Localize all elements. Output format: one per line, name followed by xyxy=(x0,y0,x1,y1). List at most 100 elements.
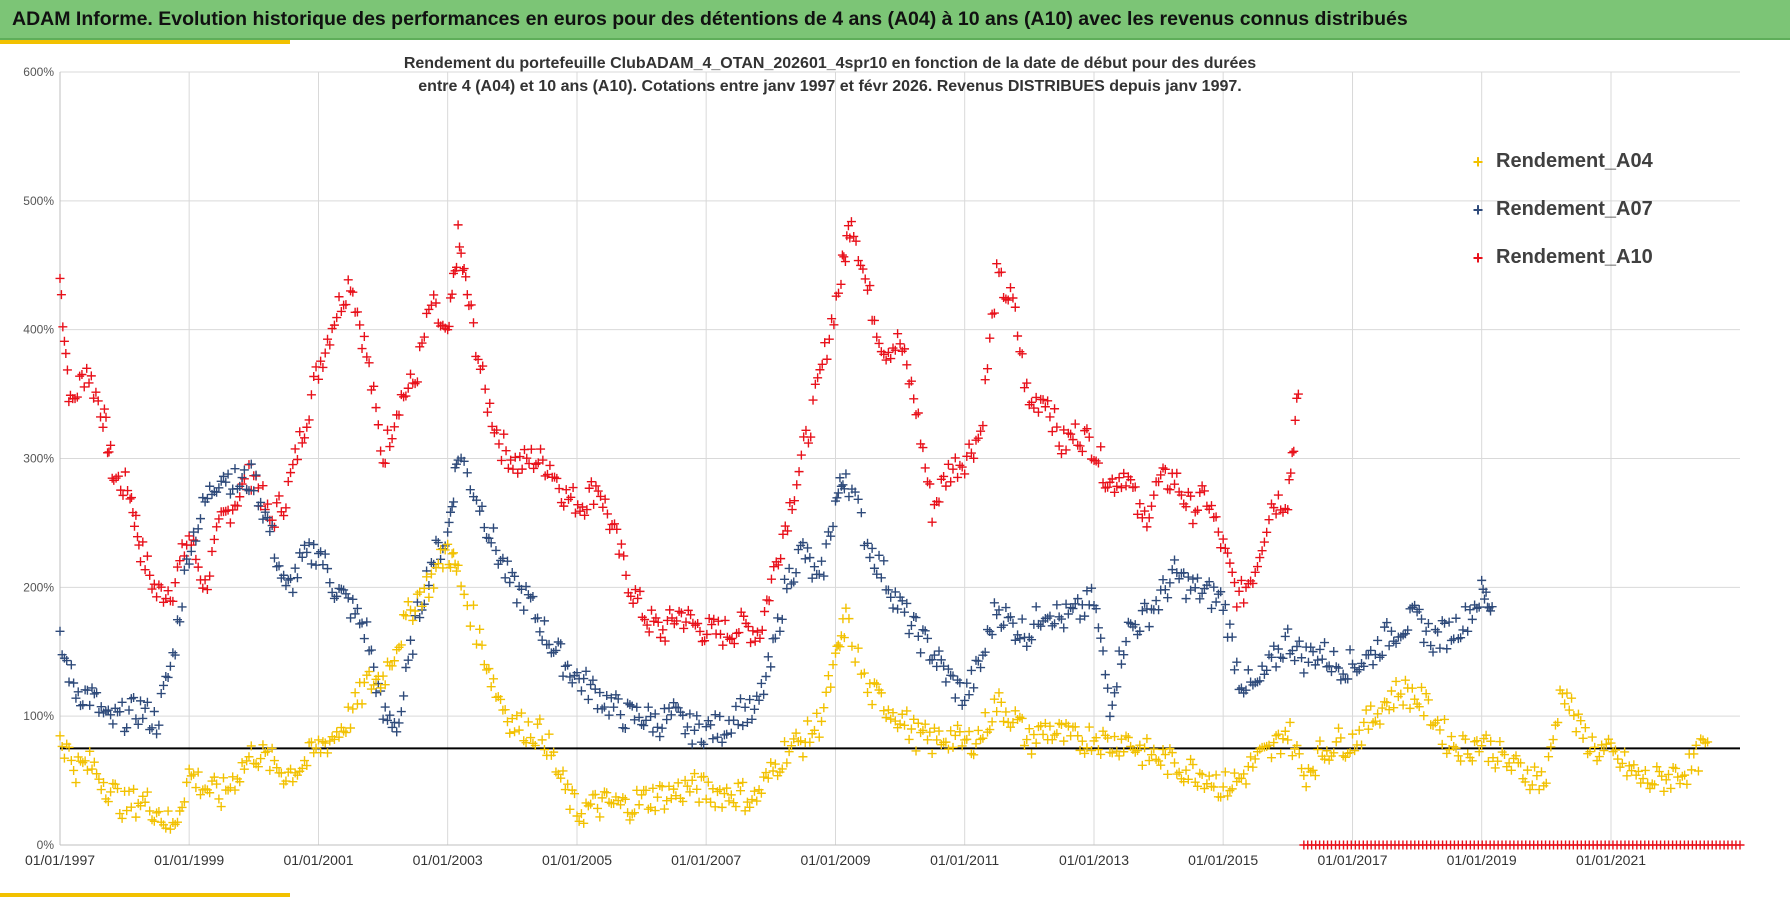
data-point-a04 xyxy=(323,748,333,758)
data-point-a10 xyxy=(762,595,772,605)
data-point-a10 xyxy=(458,265,468,275)
data-point-a10 xyxy=(492,425,502,435)
data-point-a07 xyxy=(424,580,434,590)
data-point-a07 xyxy=(1112,682,1122,692)
data-point-a04 xyxy=(1340,752,1350,762)
data-point-a07 xyxy=(1110,688,1120,698)
data-point-a04 xyxy=(302,761,312,771)
data-point-a07 xyxy=(1315,644,1325,654)
data-point-a10 xyxy=(304,415,314,425)
data-point-a10 xyxy=(693,618,703,628)
data-point-a10 xyxy=(359,331,369,341)
data-point-a10 xyxy=(1052,422,1062,432)
data-point-a07 xyxy=(886,592,896,602)
data-point-a04 xyxy=(1114,751,1124,761)
data-point-a10 xyxy=(163,586,173,596)
data-point-a10 xyxy=(665,605,675,615)
data-point-a04 xyxy=(828,660,838,670)
data-point-a10 xyxy=(120,467,130,477)
data-point-a07 xyxy=(1294,636,1304,646)
data-point-a10 xyxy=(253,483,263,493)
data-point-a04 xyxy=(803,716,813,726)
data-point-a07 xyxy=(512,598,522,608)
data-point-a04 xyxy=(1017,713,1027,723)
data-point-a10 xyxy=(1142,522,1152,532)
data-point-a07 xyxy=(586,680,596,690)
data-point-a07 xyxy=(1474,602,1484,612)
data-point-a04 xyxy=(92,769,102,779)
data-point-a04 xyxy=(1620,747,1630,757)
data-point-a04 xyxy=(678,796,688,806)
data-point-a04 xyxy=(399,610,409,620)
data-point-a07 xyxy=(821,539,831,549)
data-point-a04 xyxy=(1506,765,1516,775)
data-point-a10 xyxy=(334,292,344,302)
data-point-a10 xyxy=(962,451,972,461)
data-point-a04 xyxy=(835,642,845,652)
data-point-a04 xyxy=(784,747,794,757)
data-point-a07 xyxy=(152,729,162,739)
data-point-a07 xyxy=(443,527,453,537)
data-point-a07 xyxy=(708,734,718,744)
data-point-a07 xyxy=(1283,624,1293,634)
data-point-a07 xyxy=(770,633,780,643)
data-point-a04 xyxy=(745,802,755,812)
data-point-a10 xyxy=(637,612,647,622)
data-point-a10 xyxy=(976,426,986,436)
data-point-a10 xyxy=(422,308,432,318)
data-point-a04 xyxy=(179,797,189,807)
data-point-a10 xyxy=(473,354,483,364)
data-point-a07 xyxy=(412,597,422,607)
data-point-a04 xyxy=(985,725,995,735)
data-point-a07 xyxy=(1195,594,1205,604)
data-point-a04 xyxy=(1266,753,1276,763)
data-point-a07 xyxy=(444,517,454,527)
chart-title-line-1: Rendement du portefeuille ClubADAM_4_OTA… xyxy=(403,55,1257,72)
data-point-a04 xyxy=(1348,729,1358,739)
data-point-a07 xyxy=(1248,680,1258,690)
data-point-a10 xyxy=(895,339,905,349)
data-point-a10 xyxy=(452,262,462,272)
data-point-a07 xyxy=(1144,622,1154,632)
data-point-a10 xyxy=(62,365,72,375)
data-point-a10 xyxy=(686,610,696,620)
data-point-a07 xyxy=(447,502,457,512)
data-point-a04 xyxy=(539,745,549,755)
data-point-a07 xyxy=(798,538,808,548)
data-point-a04 xyxy=(387,661,397,671)
data-point-a07 xyxy=(1481,587,1491,597)
data-point-a07 xyxy=(530,614,540,624)
data-point-a04 xyxy=(966,749,976,759)
data-point-a04 xyxy=(729,798,739,808)
data-point-a10 xyxy=(98,422,108,432)
data-point-a07 xyxy=(1123,617,1133,627)
data-point-a04 xyxy=(544,729,554,739)
data-point-a04 xyxy=(1599,746,1609,756)
data-point-a07 xyxy=(1206,603,1216,613)
data-point-a04 xyxy=(263,746,273,756)
data-point-a10 xyxy=(934,497,944,507)
data-point-a10 xyxy=(1010,302,1020,312)
data-point-a07 xyxy=(685,709,695,719)
data-point-a07 xyxy=(452,459,462,469)
data-point-a04 xyxy=(1103,733,1113,743)
data-point-a07 xyxy=(1100,670,1110,680)
data-point-a04 xyxy=(821,687,831,697)
data-point-a07 xyxy=(814,569,824,579)
data-point-a07 xyxy=(982,625,992,635)
data-point-a04 xyxy=(1442,748,1452,758)
data-point-a10 xyxy=(306,390,316,400)
data-point-a07 xyxy=(558,671,568,681)
data-point-a04 xyxy=(412,589,422,599)
data-point-a10 xyxy=(582,505,592,515)
data-point-a10 xyxy=(79,382,89,392)
data-point-a10 xyxy=(455,242,465,252)
data-point-a07 xyxy=(745,695,755,705)
data-point-a10 xyxy=(325,340,335,350)
data-point-a10 xyxy=(376,446,386,456)
data-point-a07 xyxy=(1308,647,1318,657)
data-point-a07 xyxy=(613,694,623,704)
data-point-a10 xyxy=(1082,424,1092,434)
data-point-a04 xyxy=(625,815,635,825)
data-point-a10 xyxy=(499,429,509,439)
